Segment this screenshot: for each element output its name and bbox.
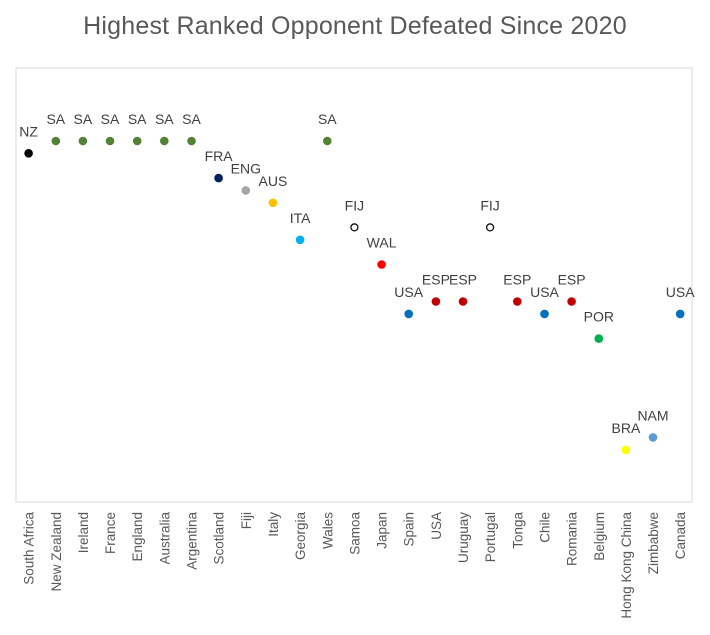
- data-point-new-zealand: [51, 136, 61, 146]
- x-tick-australia: Australia: [157, 512, 172, 565]
- data-label-new-zealand: SA: [46, 111, 65, 127]
- data-label-ireland: SA: [74, 111, 93, 127]
- x-axis-tick-labels: South Africa New Zealand Ireland France Engl…: [22, 512, 689, 619]
- data-point-japan: [377, 260, 386, 269]
- data-label-zimbabwe: NAM: [637, 407, 668, 423]
- data-label-wales: SA: [318, 111, 337, 127]
- x-tick-belgium: Belgium: [592, 512, 607, 561]
- data-label-scotland: FRA: [205, 148, 234, 164]
- x-tick-usa: USA: [429, 512, 444, 540]
- data-point-italy: [268, 198, 278, 208]
- x-tick-france: France: [103, 512, 118, 554]
- data-point-hong-kong-china: [621, 445, 631, 455]
- x-tick-georgia: Georgia: [293, 512, 308, 561]
- data-point-south-africa: [24, 149, 33, 158]
- data-label-romania: ESP: [558, 272, 586, 288]
- data-point-tonga: [513, 297, 522, 306]
- x-tick-new-zealand: New Zealand: [49, 512, 64, 592]
- data-label-tonga: ESP: [503, 272, 531, 288]
- data-point-samoa: [350, 223, 359, 232]
- x-tick-spain: Spain: [402, 512, 417, 547]
- data-label-canada: USA: [666, 284, 695, 300]
- data-point-wales: [323, 136, 332, 146]
- data-point-spain: [404, 309, 414, 319]
- data-label-spain: USA: [394, 284, 423, 300]
- x-tick-romania: Romania: [565, 512, 580, 567]
- data-point-georgia: [295, 235, 305, 245]
- data-point-argentina: [187, 136, 196, 146]
- chart-title: Highest Ranked Opponent Defeated Since 2…: [83, 12, 627, 40]
- data-point-canada: [675, 309, 685, 319]
- data-label-italy: AUS: [259, 173, 288, 189]
- x-tick-samoa: Samoa: [347, 512, 362, 555]
- data-label-georgia: ITA: [290, 210, 311, 226]
- data-label-south-africa: NZ: [19, 123, 38, 139]
- data-label-usa: ESP: [422, 272, 450, 288]
- data-label-england: SA: [128, 111, 147, 127]
- x-tick-uruguay: Uruguay: [456, 512, 471, 563]
- data-label-portugal: FIJ: [480, 197, 499, 213]
- x-tick-zimbabwe: Zimbabwe: [646, 512, 661, 574]
- chart-marks: [24, 136, 685, 455]
- data-point-usa: [431, 297, 441, 306]
- x-tick-england: England: [130, 512, 145, 562]
- data-point-belgium: [594, 334, 604, 343]
- data-point-zimbabwe: [648, 433, 658, 442]
- data-point-uruguay: [458, 297, 468, 306]
- x-tick-wales: Wales: [320, 512, 335, 549]
- data-point-france: [105, 136, 115, 146]
- plot-area-border: [15, 67, 693, 503]
- x-tick-argentina: Argentina: [185, 512, 200, 570]
- data-label-fiji: ENG: [231, 160, 261, 176]
- x-tick-japan: Japan: [375, 512, 390, 549]
- data-label-france: SA: [101, 111, 120, 127]
- x-tick-tonga: Tonga: [510, 512, 525, 549]
- x-tick-south-africa: South Africa: [22, 512, 37, 585]
- data-label-belgium: POR: [584, 309, 614, 325]
- data-label-chile: USA: [530, 284, 559, 300]
- data-label-hong-kong-china: BRA: [612, 420, 641, 436]
- data-point-ireland: [78, 136, 88, 146]
- x-tick-chile: Chile: [538, 512, 553, 543]
- data-label-australia: SA: [155, 111, 174, 127]
- x-tick-canada: Canada: [673, 512, 688, 560]
- data-label-uruguay: ESP: [449, 272, 477, 288]
- data-point-chile: [540, 309, 549, 319]
- x-tick-hong-kong-china: Hong Kong China: [619, 512, 634, 619]
- x-tick-ireland: Ireland: [76, 512, 91, 553]
- x-tick-italy: Italy: [266, 512, 281, 537]
- data-label-japan: WAL: [367, 235, 397, 251]
- data-point-scotland: [214, 173, 223, 183]
- x-tick-fiji: Fiji: [239, 512, 254, 529]
- data-point-australia: [160, 136, 169, 146]
- data-point-fiji: [241, 186, 251, 195]
- data-label-samoa: FIJ: [345, 197, 364, 213]
- x-tick-portugal: Portugal: [483, 512, 498, 562]
- data-point-portugal: [486, 223, 495, 232]
- data-point-england: [132, 136, 142, 146]
- data-point-romania: [567, 297, 576, 306]
- x-tick-scotland: Scotland: [212, 512, 227, 565]
- data-label-argentina: SA: [182, 111, 201, 127]
